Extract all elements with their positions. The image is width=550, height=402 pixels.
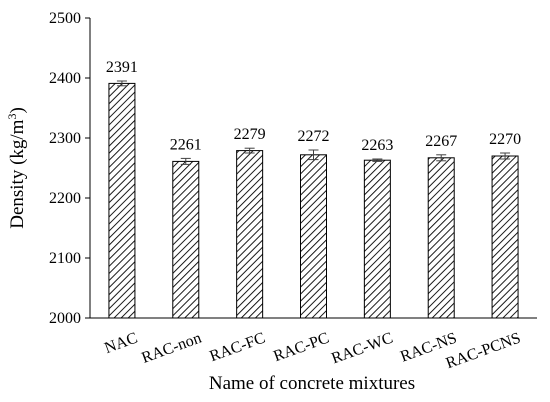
y-axis-title: Density (kg/m3)	[5, 107, 28, 229]
y-tick-label: 2000	[49, 310, 81, 327]
data-label: 2261	[170, 136, 202, 153]
x-tick-label: NAC	[102, 330, 140, 358]
y-tick-label: 2300	[49, 130, 81, 147]
bar-nac	[108, 82, 136, 319]
y-tick-labels: 2000 2100 2200 2300 2400 2500	[49, 10, 81, 327]
bar-rac-pc	[300, 154, 327, 319]
x-tick-label: RAC-PC	[271, 330, 331, 366]
bar-rac-pcns	[491, 155, 519, 319]
data-labels: 2391 2261 2279 2272 2263 2267 2270	[106, 59, 521, 154]
data-label: 2272	[298, 128, 330, 145]
bar-rac-ns	[427, 157, 455, 319]
y-tick-label: 2400	[49, 70, 81, 87]
y-tick-label: 2200	[49, 190, 81, 207]
bar-rac-non	[172, 160, 200, 319]
data-label: 2263	[361, 137, 393, 154]
x-tick-label: RAC-non	[139, 330, 203, 367]
bar-rac-fc	[236, 150, 264, 319]
bar-rac-wc	[363, 159, 391, 319]
x-axis-title: Name of concrete mixtures	[209, 373, 415, 394]
bars	[108, 80, 519, 319]
y-axis-title-superscript: 3	[5, 114, 19, 120]
y-tick-label: 2100	[49, 250, 81, 267]
data-label: 2270	[489, 131, 521, 148]
data-label: 2267	[425, 133, 457, 150]
data-label: 2279	[234, 126, 266, 143]
y-axis-title-close: )	[7, 107, 28, 113]
data-label: 2391	[106, 59, 138, 76]
y-axis-title-main: Density (kg/m	[7, 119, 28, 228]
y-tick-label: 2500	[49, 10, 81, 27]
x-tick-label: RAC-WC	[329, 330, 395, 368]
x-tick-label: RAC-FC	[207, 330, 267, 366]
